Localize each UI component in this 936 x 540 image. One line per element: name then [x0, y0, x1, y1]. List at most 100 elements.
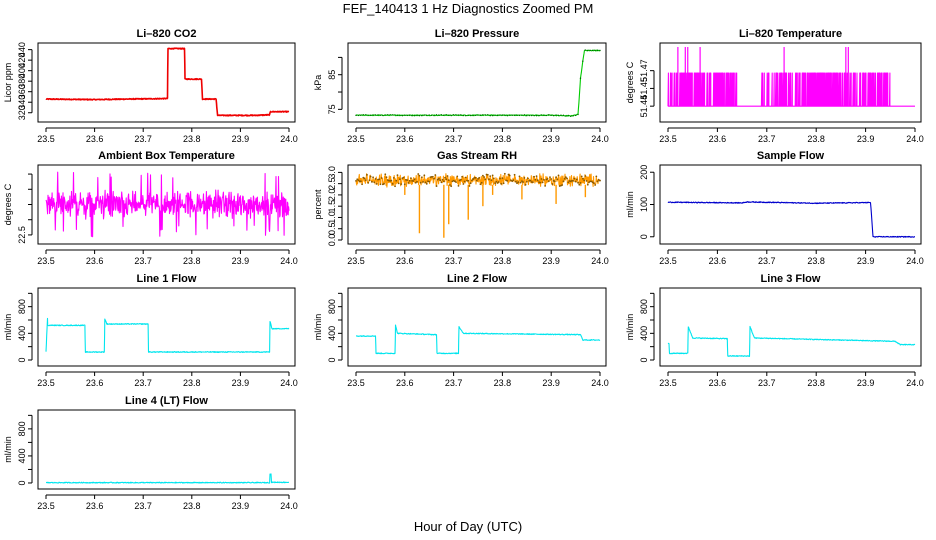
series-dot [383, 182, 385, 185]
series-dot [494, 182, 496, 185]
series-dot [403, 183, 406, 186]
series-dot [446, 175, 449, 177]
series-dot [467, 114, 469, 117]
y-tick-label: 22.5 [17, 226, 27, 244]
series-dot [413, 114, 416, 117]
series-dot [503, 172, 506, 175]
series-dot [542, 178, 545, 181]
y-tick-label: 51.47 [639, 59, 649, 82]
series-line-pressure [355, 49, 601, 117]
series-dot [363, 177, 366, 180]
series-dot [372, 114, 374, 116]
x-tick-label: 23.9 [542, 378, 560, 388]
plot-frame [659, 164, 922, 245]
series-dot [435, 114, 438, 116]
x-tick-label: 23.8 [494, 256, 512, 266]
series-dot [526, 114, 528, 117]
x-tick-label: 23.7 [134, 378, 152, 388]
y-tick-label: 2.5 [327, 177, 337, 190]
series-dot [543, 114, 545, 117]
series-dot [514, 180, 517, 183]
y-axis-label: ml/min [625, 191, 635, 218]
series-dot [360, 114, 362, 116]
series-dot [449, 184, 451, 186]
y-tick-label: 0.5 [327, 222, 337, 235]
series-dot [374, 178, 377, 180]
series-dot [418, 174, 421, 177]
series-line-sample_flow [667, 201, 916, 238]
x-tick-label: 24.0 [906, 134, 924, 144]
series-dot [563, 177, 566, 180]
y-tick-label: 800 [17, 299, 27, 314]
x-tick-label: 23.6 [86, 501, 104, 511]
series-dot [464, 176, 467, 179]
series-dot [586, 49, 589, 52]
series-line-line1 [45, 317, 290, 353]
series-dot [462, 183, 465, 185]
series-dot [545, 114, 548, 117]
series-dot [595, 175, 598, 178]
series-dot [385, 176, 388, 179]
series-dot [418, 114, 421, 117]
series-dot [423, 174, 426, 177]
y-tick-label: 1.5 [327, 200, 337, 213]
x-tick-label: 23.5 [37, 378, 55, 388]
series-dot [553, 180, 556, 183]
series-dot [550, 178, 553, 180]
series-dot [452, 114, 455, 116]
figure-xlabel: Hour of Day (UTC) [414, 519, 522, 534]
x-tick-label: 24.0 [591, 378, 609, 388]
plot-area [355, 172, 601, 238]
series-dot [556, 178, 559, 181]
series-dot [567, 114, 569, 117]
series-dot [406, 179, 409, 182]
series-dot [579, 77, 582, 79]
y-tick-label: 3.0 [327, 166, 337, 179]
series-dot [444, 176, 446, 179]
series-dot [512, 179, 515, 182]
series-dot [495, 180, 498, 183]
series-dot [461, 175, 464, 178]
series-dot [508, 174, 511, 177]
plot-frame [37, 409, 296, 490]
x-tick-label: 24.0 [280, 378, 298, 388]
series-dot [583, 179, 586, 182]
series-dot [494, 114, 496, 116]
series-dot [523, 114, 526, 116]
series-dot [435, 185, 438, 187]
y-tick-label: 85 [327, 70, 337, 80]
series-dot [450, 114, 452, 117]
series-dot [586, 183, 589, 186]
series-dot [511, 114, 513, 116]
x-tick-label: 23.6 [86, 378, 104, 388]
panel-co2: Li–820 CO2 Licor ppm 23.5 23.6 23.7 23.8 23.9 2… [3, 28, 298, 144]
series-dot [518, 114, 521, 117]
series-dot [549, 176, 551, 179]
series-dot [430, 114, 433, 116]
x-tick-label: 23.7 [134, 256, 152, 266]
series-dot [361, 183, 363, 186]
plot-area [667, 325, 916, 357]
series-dot [422, 180, 424, 183]
panel-title: Li–820 Pressure [435, 28, 519, 40]
series-dot [433, 177, 435, 180]
x-tick-label: 24.0 [591, 256, 609, 266]
series-dot [468, 185, 471, 187]
series-dot [496, 182, 499, 184]
series-dot [523, 177, 526, 179]
x-tick-label: 24.0 [591, 134, 609, 144]
series-dot [390, 179, 393, 182]
y-tick-label: 400 [17, 326, 27, 341]
panel-grid: Li–820 CO2 Licor ppm 23.5 23.6 23.7 23.8 23.9 2… [3, 28, 924, 511]
x-tick-label: 23.5 [659, 256, 677, 266]
series-dot [599, 179, 601, 182]
series-dot [536, 179, 539, 182]
series-dot [456, 175, 459, 178]
y-tick-label: 0.0 [327, 234, 337, 247]
series-dot [506, 114, 508, 117]
series-dot [419, 181, 422, 184]
series-dot [370, 180, 373, 183]
series-dot [465, 114, 467, 117]
series-dot [500, 182, 503, 185]
series-dot [552, 114, 555, 117]
